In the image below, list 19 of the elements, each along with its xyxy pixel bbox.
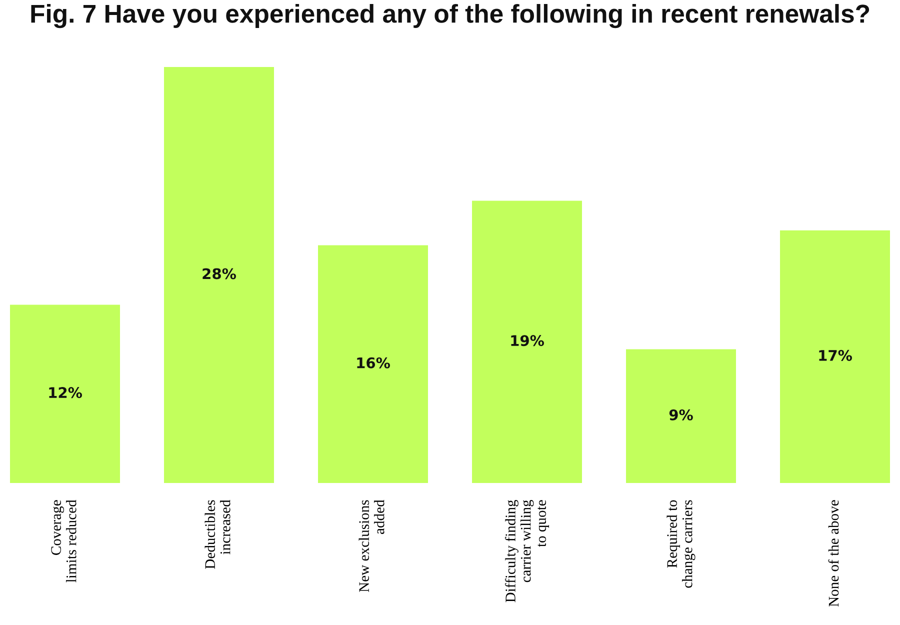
bar — [318, 245, 428, 483]
bar — [472, 200, 582, 483]
bar — [626, 349, 736, 483]
bar — [164, 67, 274, 483]
chart-title: Fig. 7 Have you experienced any of the following in recent renewals? — [31, 4, 870, 28]
x-tick-label: Required to change carriers — [666, 500, 696, 588]
x-tick-label: Coverage limits reduced — [51, 500, 76, 582]
data-label: 17% — [819, 350, 852, 361]
data-label: 16% — [357, 357, 390, 368]
x-tick-label: Difficulty finding carrier willing to quote — [505, 500, 549, 602]
bar — [780, 230, 890, 483]
data-label: 12% — [49, 387, 82, 398]
x-tick-label: New exclusions added — [358, 500, 384, 592]
x-tick-label: None of the above — [828, 500, 839, 607]
data-label: 28% — [202, 268, 236, 280]
x-tick-label: Deductibles increased — [204, 500, 230, 569]
data-label: 19% — [511, 335, 544, 346]
data-label: 9% — [669, 409, 693, 420]
bar — [10, 304, 120, 483]
